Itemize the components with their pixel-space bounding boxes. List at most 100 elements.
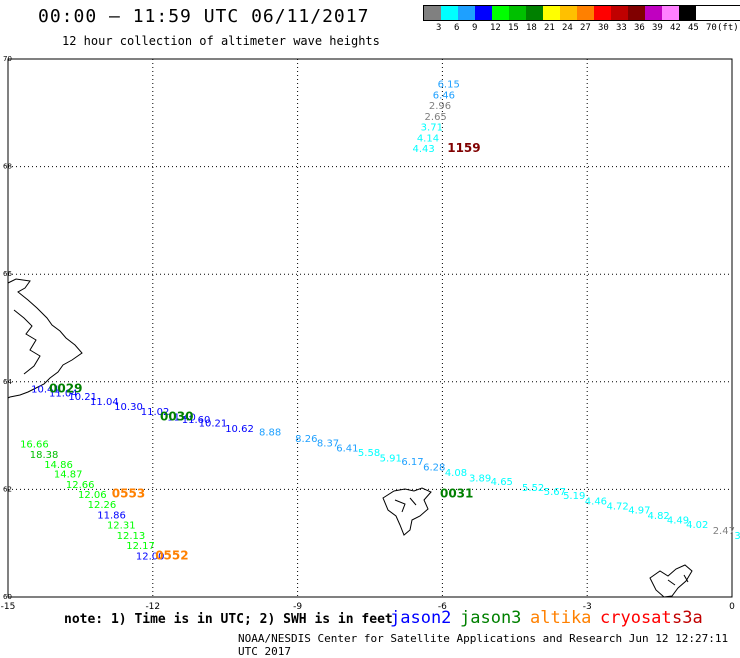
wave-height-label: 11.40 (167, 413, 196, 424)
wave-height-label: 10.30 (114, 402, 143, 413)
wave-height-label: 11.60 (182, 415, 211, 426)
satellite-name: jason2 (390, 608, 452, 628)
map-title: 00:00 – 11:59 UTC 06/11/2017 (38, 6, 370, 27)
wave-height-label: 10.41 (31, 385, 60, 396)
shetland-inner (667, 574, 689, 586)
wave-height-label: 12.26 (88, 500, 117, 511)
wave-height-label: 3.42 (734, 531, 740, 542)
legend-swatch (594, 6, 611, 20)
greenland-coastline (7, 278, 83, 399)
pass-time-label: 0552 (155, 548, 188, 562)
lat-tick-label: 62 (3, 485, 12, 493)
wave-height-label: 12.13 (117, 531, 146, 542)
legend-label: 21 (544, 23, 555, 33)
wave-height-label: 4.97 (628, 506, 650, 517)
wave-height-label: 6.15 (438, 80, 460, 91)
legend-label: 12 (490, 23, 501, 33)
wave-height-label: 8.88 (259, 428, 281, 439)
pass-time-label: 1159 (447, 141, 480, 155)
pass-time-label: 0030 (160, 410, 193, 424)
legend-swatch (492, 6, 509, 20)
legend-swatch (662, 6, 679, 20)
wave-height-label: 5.52 (522, 483, 544, 494)
legend-swatch (526, 6, 543, 20)
wave-height-label: 11.04 (90, 397, 119, 408)
wave-height-label: 2.47 (713, 526, 735, 537)
wave-height-label: 16.66 (20, 439, 49, 450)
legend-label: 9 (472, 23, 478, 33)
legend-label: 70 (706, 23, 717, 33)
wave-height-label: 4.65 (491, 477, 513, 488)
wave-height-label: 10.62 (225, 424, 254, 435)
wave-height-label: 4.72 (607, 501, 629, 512)
greenland-fjord-line (13, 309, 41, 375)
legend-swatch (645, 6, 662, 20)
faroe-islands-coastline (382, 487, 432, 536)
legend-label: 39 (652, 23, 663, 33)
wave-height-label: 5.58 (358, 448, 380, 459)
legend-swatch (560, 6, 577, 20)
map-subtitle: 12 hour collection of altimeter wave hei… (62, 34, 380, 48)
wave-height-label: 12.17 (126, 541, 155, 552)
legend-label: 15 (508, 23, 519, 33)
satellite-name: altika (530, 608, 592, 628)
legend-label: 27 (580, 23, 591, 33)
wave-height-label: 5.67 (544, 487, 566, 498)
wave-height-label: 3.89 (469, 473, 491, 484)
legend-swatch (543, 6, 560, 20)
wave-height-label: 4.46 (585, 496, 607, 507)
faroe-islands-inner (394, 497, 417, 513)
wave-height-label: 5.91 (380, 453, 402, 464)
legend-swatch (628, 6, 645, 20)
wave-height-label: 6.41 (336, 444, 358, 455)
pass-time-label: 0031 (440, 486, 473, 500)
legend-label: 42 (670, 23, 681, 33)
wave-height-label: 12.31 (107, 521, 136, 532)
legend-swatch (611, 6, 628, 20)
lat-tick-label: 66 (3, 270, 12, 278)
wave-height-label: 12.06 (78, 490, 107, 501)
legend-label: 36 (634, 23, 645, 33)
wave-height-label: 10.21 (68, 392, 97, 403)
legend-swatch (577, 6, 594, 20)
wave-height-label: 11.02 (141, 407, 170, 418)
satellite-name: jason3 (460, 608, 522, 628)
wave-height-label: 12.66 (66, 480, 95, 491)
wave-height-label: 4.14 (417, 133, 439, 144)
lon-tick-label: 0 (729, 602, 735, 612)
legend-swatch (475, 6, 492, 20)
legend-label: 24 (562, 23, 573, 33)
lon-tick-label: -15 (1, 602, 16, 612)
wave-height-label: 2.96 (429, 101, 451, 112)
legend-label: (ft) (717, 23, 739, 33)
wave-height-legend: 3 6 9 12 15 18 21 24 27 30 33 36 39 42 45 70 (ft) (423, 5, 740, 35)
shetland-coastline (649, 564, 693, 598)
wave-height-label: 4.49 (667, 515, 689, 526)
legend-swatches (423, 5, 740, 21)
satellite-name: s3a (672, 608, 703, 628)
wave-height-label: 4.82 (648, 511, 670, 522)
wave-height-label: 4.08 (445, 468, 467, 479)
legend-label: 30 (598, 23, 609, 33)
wave-height-label: 11.04 (49, 388, 78, 399)
legend-swatch (458, 6, 475, 20)
wave-height-label: 6.17 (401, 457, 423, 468)
wave-height-label: 3.71 (421, 123, 443, 134)
legend-label: 45 (688, 23, 699, 33)
legend-swatch (441, 6, 458, 20)
wave-height-label: 12.00 (136, 551, 165, 562)
pass-time-label: 0029 (49, 382, 82, 396)
wave-height-label: 11.86 (97, 510, 126, 521)
wave-height-label: 2.65 (425, 112, 447, 123)
wave-height-label: 14.86 (44, 460, 73, 471)
wave-height-label: 8.37 (317, 438, 339, 449)
legend-label: 6 (454, 23, 460, 33)
lat-tick-label: 60 (3, 593, 12, 601)
lon-tick-label: -12 (145, 602, 160, 612)
credit-line: NOAA/NESDIS Center for Satellite Applica… (238, 632, 729, 658)
legend-label: 33 (616, 23, 627, 33)
legend-label: 18 (526, 23, 537, 33)
wave-height-label: 14.87 (54, 470, 83, 481)
lon-tick-label: -9 (293, 602, 302, 612)
